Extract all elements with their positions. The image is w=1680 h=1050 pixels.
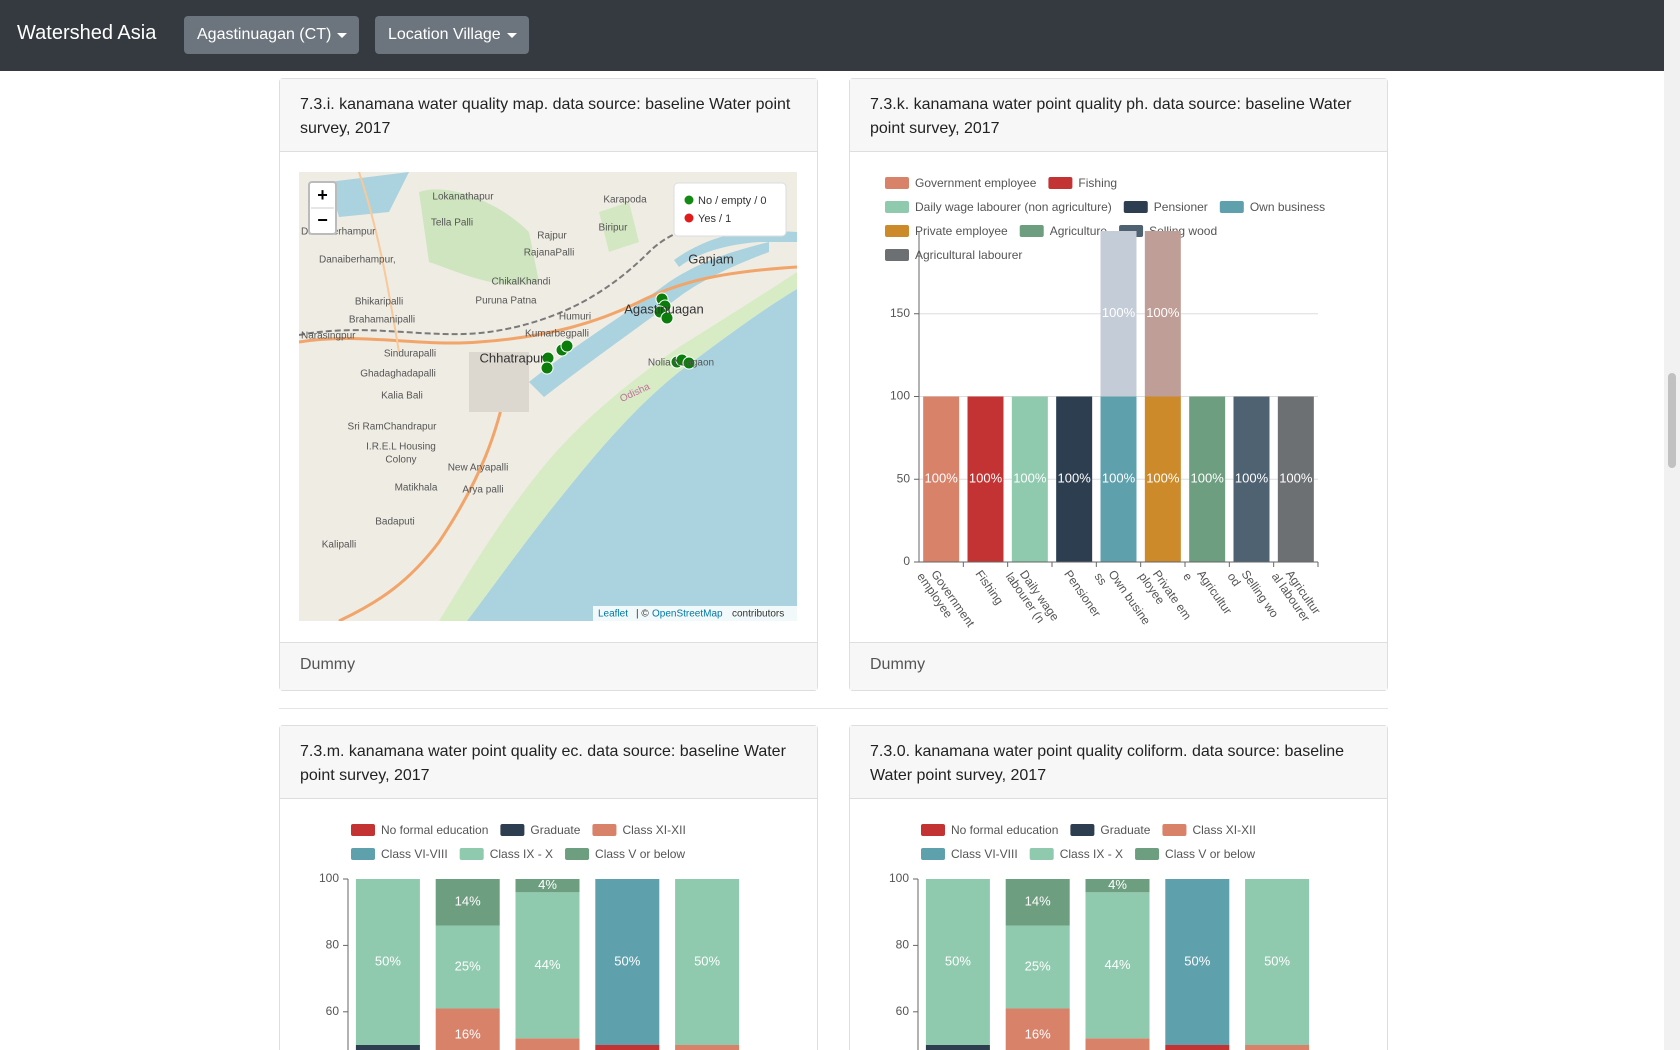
place-label: Chhatrapur: [479, 350, 545, 365]
sea: [467, 289, 797, 621]
place-label: Sri RamChandrapur: [348, 422, 438, 433]
river: [674, 230, 797, 267]
place-label: Brahamanipalli: [349, 315, 415, 326]
place-label: Lokanathapur: [432, 192, 494, 203]
place-label: Ghadaghadapalli: [360, 369, 436, 380]
legend-dot: [684, 195, 694, 205]
place-label: Bhikaripalli: [355, 297, 403, 308]
lagoon: [529, 242, 769, 397]
park: [599, 202, 639, 252]
place-label: Danaiberhampur: [301, 227, 376, 238]
place-label: Tella Palli: [431, 218, 473, 229]
urban: [469, 352, 529, 412]
attribution-text: | ©: [636, 609, 649, 620]
dropdown[interactable]: Location Village: [375, 16, 529, 54]
place-label: Ganjam: [688, 251, 734, 266]
card-footer: Dummy: [850, 642, 1387, 690]
place-label: Kalia Bali: [381, 391, 423, 402]
attribution-text: contributors: [732, 609, 784, 620]
park: [419, 189, 539, 285]
scrollbar-thumb[interactable]: [1668, 373, 1676, 468]
place-label: I.R.E.L Housing: [366, 442, 436, 453]
legend-dot: [684, 213, 694, 223]
place-label: Kumarbegpalli: [525, 329, 589, 340]
road: [358, 172, 400, 353]
place-label: Badaputi: [375, 517, 414, 528]
road: [338, 371, 511, 621]
card-footer: Dummy: [280, 642, 817, 690]
place-label: Agastinuagan: [624, 301, 704, 316]
place-label: Rajpur: [537, 231, 567, 242]
marker[interactable]: [560, 339, 574, 353]
place-label: Kalipalli: [322, 540, 356, 551]
attribution-box: [593, 606, 797, 621]
attribution-link[interactable]: OpenStreetMap: [652, 609, 723, 620]
markers: [540, 292, 696, 375]
place-label: Arya palli: [462, 485, 503, 496]
navbar: Watershed Asia Agastinuagan (CT) Locatio…: [0, 0, 1664, 71]
place-labels: Lokanathapur Tella Palli Danaiberhampur Dan…: [301, 192, 734, 551]
place-label: Matikhala: [395, 483, 438, 494]
place-label: Narasingpur: [301, 331, 356, 342]
place-label: ChikalKhandi: [492, 277, 551, 288]
dropdown[interactable]: Agastinuagan (CT): [184, 16, 359, 54]
divider: [279, 708, 1388, 709]
place-label: Karapoda: [603, 195, 647, 206]
zoom-in[interactable]: +: [317, 185, 328, 205]
attribution-link[interactable]: Leaflet: [598, 609, 628, 620]
legend-label: No / empty / 0: [698, 195, 766, 207]
place-label: Nolia Nuagaon: [648, 358, 714, 369]
zoom-out[interactable]: −: [317, 210, 328, 230]
attribution: Leaflet | © OpenStreetMap contributors: [593, 606, 797, 621]
place-label: Sindurapalli: [384, 349, 436, 360]
place-label: Colony: [385, 455, 416, 466]
card: 7.3.0. kanamana water point quality coli…: [849, 725, 1388, 1050]
place-label: Biripur: [599, 223, 629, 234]
place-label: Danaiberhampur,: [319, 255, 396, 266]
zoom-control: + −: [308, 181, 337, 235]
map[interactable]: Lokanathapur Tella Palli Danaiberhampur Dan…: [299, 172, 797, 621]
marker[interactable]: [660, 311, 674, 325]
card-title: 7.3.0. kanamana water point quality coli…: [850, 726, 1387, 799]
water: [329, 172, 409, 217]
place-label: Humuri: [559, 312, 591, 323]
road: [299, 265, 797, 345]
scrollbar[interactable]: [1664, 0, 1680, 1050]
place-label: RajanaPalli: [524, 248, 575, 259]
brand[interactable]: Watershed Asia: [17, 22, 157, 44]
card-title: 7.3.m. kanamana water point quality ec. …: [280, 726, 817, 799]
legend-box: [673, 182, 787, 237]
marker[interactable]: [540, 361, 554, 375]
map-legend: No / empty / 0 Yes / 1: [673, 182, 787, 237]
marker[interactable]: [682, 356, 696, 370]
map-canvas: Lokanathapur Tella Palli Danaiberhampur Dan…: [299, 172, 797, 621]
card: 7.3.m. kanamana water point quality ec. …: [279, 725, 818, 1050]
card-title: 7.3.k. kanamana water point quality ph. …: [850, 79, 1387, 152]
place-label: New Aryapalli: [448, 463, 509, 474]
legend-label: Yes / 1: [698, 213, 731, 225]
place-label: Puruna Patna: [475, 296, 537, 307]
card-title: 7.3.i. kanamana water quality map. data …: [280, 79, 817, 152]
beach: [439, 272, 797, 621]
card: 7.3.k. kanamana water point quality ph. …: [849, 78, 1388, 691]
